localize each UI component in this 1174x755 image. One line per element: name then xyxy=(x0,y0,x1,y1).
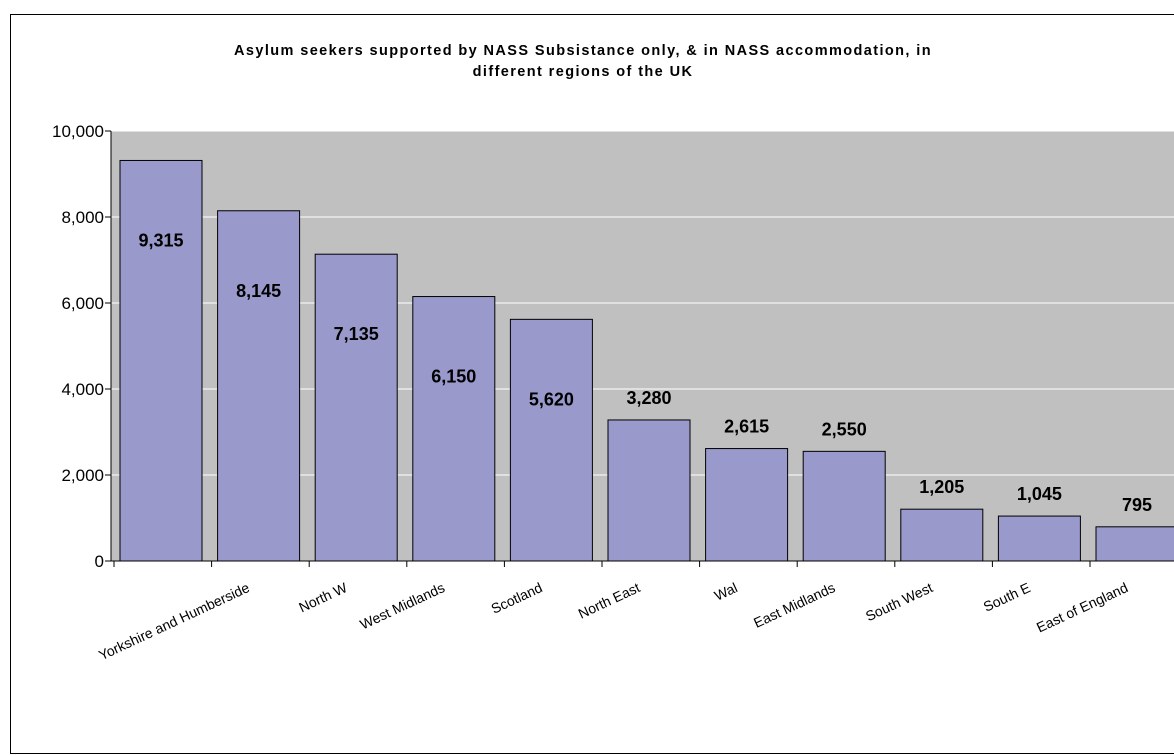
chart-title-line-1: Asylum seekers supported by NASS Subsist… xyxy=(234,43,932,59)
bar xyxy=(509,318,593,562)
data-label: 2,615 xyxy=(724,417,769,437)
chart-title-line-2: different regions of the UK xyxy=(473,64,694,80)
y-tick-label: 8,000 xyxy=(61,208,104,227)
y-tick-label: 10,000 xyxy=(52,122,104,141)
bar xyxy=(802,450,886,562)
data-label: 795 xyxy=(1122,495,1152,515)
bar xyxy=(900,508,984,562)
data-label: 7,135 xyxy=(334,324,379,344)
data-label: 6,150 xyxy=(431,367,476,387)
bars xyxy=(119,159,1174,562)
x-tick-label: South West xyxy=(863,579,935,624)
data-label: 3,280 xyxy=(626,388,671,408)
data-label: 9,315 xyxy=(138,230,183,250)
bar xyxy=(119,159,203,562)
x-tick-label: East Midlands xyxy=(751,579,837,631)
y-tick-label: 4,000 xyxy=(61,380,104,399)
chart-title: Asylum seekers supported by NASS Subsist… xyxy=(234,43,932,80)
x-tick-label: North W xyxy=(296,579,350,616)
bar xyxy=(314,253,398,562)
x-tick-label: West Midlands xyxy=(357,579,447,632)
bar xyxy=(705,448,789,562)
data-label: 5,620 xyxy=(529,389,574,409)
y-tick-label: 2,000 xyxy=(61,466,104,485)
chart-frame: Asylum seekers supported by NASS Subsist… xyxy=(10,14,1174,754)
bar xyxy=(1095,526,1174,562)
x-tick-label: North East xyxy=(576,579,643,621)
data-label: 2,550 xyxy=(822,419,867,439)
bar xyxy=(412,296,496,562)
x-tick-label: Scotland xyxy=(489,579,545,617)
y-tick-label: 0 xyxy=(95,552,104,571)
x-tick-label: Yorkshire and Humberside xyxy=(96,579,252,663)
data-label: 1,045 xyxy=(1017,484,1062,504)
data-label: 8,145 xyxy=(236,281,281,301)
x-axis: Yorkshire and Humberside North W West Midl… xyxy=(96,560,1174,663)
y-axis: 0 2,000 4,000 6,000 8,000 10,000 xyxy=(52,122,112,571)
data-labels: 9,315 8,145 7,135 6,150 5,620 3,280 2,615 2,550… xyxy=(138,230,1152,514)
bar xyxy=(217,210,301,562)
x-tick-label: East of England xyxy=(1034,579,1130,635)
bar xyxy=(607,419,691,562)
y-tick-label: 6,000 xyxy=(61,294,104,313)
bar xyxy=(997,515,1081,562)
bar-chart: Asylum seekers supported by NASS Subsist… xyxy=(52,43,1174,663)
data-label: 1,205 xyxy=(919,477,964,497)
x-tick-label: Wal xyxy=(712,579,740,603)
x-tick-label: South E xyxy=(981,579,1033,615)
